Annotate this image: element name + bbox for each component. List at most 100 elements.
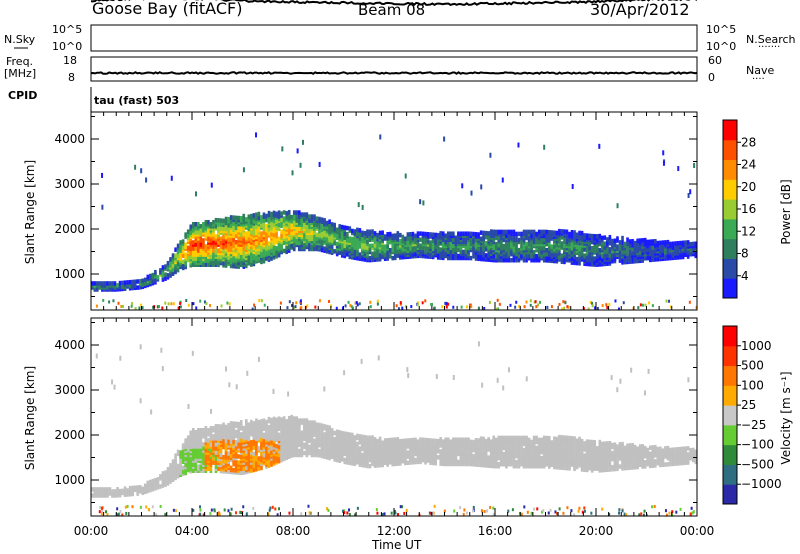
data-cell: [469, 439, 473, 445]
data-cell: [186, 245, 190, 251]
data-cell: [199, 299, 202, 303]
data-cell: [212, 434, 215, 439]
data-cell: [378, 442, 382, 448]
data-cell: [601, 235, 604, 241]
data-cell: [335, 235, 339, 241]
data-cell: [603, 235, 607, 240]
data-cell: [366, 229, 369, 234]
data-cell: [275, 211, 278, 217]
data-cell: [292, 214, 296, 219]
data-cell: [265, 431, 268, 437]
data-cell: [96, 281, 99, 286]
data-cell: [694, 251, 698, 257]
colorbar-tick-label: 12: [741, 224, 756, 238]
data-cell: [270, 211, 273, 217]
data-cell: [181, 443, 185, 448]
data-cell: [325, 424, 329, 430]
data-cell: [462, 457, 465, 463]
data-cell: [186, 257, 190, 263]
data-cell: [209, 222, 213, 227]
data-cell: [631, 238, 634, 244]
data-cell: [242, 466, 246, 471]
data-cell: [294, 305, 297, 309]
data-cell: [106, 285, 109, 290]
data-cell: [313, 438, 316, 444]
data-cell: [277, 456, 281, 462]
data-cell: [239, 454, 243, 459]
data-cell: [348, 452, 352, 458]
data-cell: [166, 273, 170, 278]
power-heatmap: [90, 132, 698, 311]
data-cell: [351, 436, 354, 442]
data-cell: [596, 306, 599, 310]
data-cell: [560, 257, 564, 262]
data-cell: [573, 230, 576, 235]
data-cell: [550, 244, 554, 249]
data-cell: [436, 238, 440, 244]
data-cell: [96, 487, 99, 492]
data-cell: [510, 258, 513, 263]
data-cell: [209, 425, 213, 431]
data-cell: [287, 454, 291, 459]
data-cell: [146, 480, 150, 486]
data-cell: [272, 416, 276, 422]
data-cell: [285, 419, 288, 424]
data-cell: [616, 236, 619, 241]
data-cell: [641, 303, 644, 307]
data-cell: [535, 305, 538, 309]
data-cell: [330, 304, 333, 308]
data-cell: [575, 244, 579, 250]
data-cell: [363, 434, 367, 440]
freq-label-1: Freq.: [6, 55, 33, 68]
data-cell: [227, 439, 230, 444]
data-cell: [202, 432, 205, 437]
data-cell: [265, 252, 268, 257]
data-cell: [174, 453, 177, 458]
data-cell: [154, 477, 157, 483]
data-cell: [229, 421, 233, 426]
data-cell: [310, 218, 314, 223]
data-cell: [641, 238, 645, 243]
data-cell: [335, 447, 339, 453]
data-cell: [298, 418, 301, 423]
data-cell: [469, 443, 473, 449]
data-cell: [250, 419, 253, 425]
data-cell: [621, 239, 624, 245]
data-cell: [361, 452, 364, 458]
data-cell: [93, 487, 97, 492]
nave-tick-bottom: 0: [708, 71, 715, 84]
data-cell: [270, 417, 273, 423]
data-cell: [406, 438, 410, 443]
data-cell: [265, 213, 268, 219]
data-cell: [483, 306, 486, 310]
data-cell: [431, 438, 435, 443]
data-cell: [474, 454, 478, 459]
data-cell: [217, 218, 220, 223]
data-cell: [479, 246, 483, 252]
data-cell: [222, 261, 225, 266]
data-cell: [618, 250, 622, 255]
data-cell: [664, 240, 667, 245]
data-cell: [580, 230, 584, 236]
data-cell: [237, 254, 241, 259]
data-cell: [239, 448, 243, 453]
data-cell: [590, 245, 594, 251]
data-cell: [164, 476, 167, 481]
data-cell: [601, 241, 604, 247]
data-cell: [434, 442, 437, 448]
data-cell: [449, 447, 453, 453]
data-cell: [353, 435, 357, 440]
data-cell: [651, 245, 655, 250]
data-cell: [444, 445, 448, 451]
data-cell: [446, 241, 450, 247]
data-cell: [340, 230, 344, 236]
data-cell: [303, 232, 306, 238]
data-cell: [601, 257, 604, 263]
data-cell: [177, 306, 180, 310]
data-cell: [662, 150, 665, 156]
data-cell: [445, 305, 448, 309]
data-cell: [568, 231, 571, 237]
data-cell: [118, 488, 122, 494]
data-cell: [434, 232, 437, 238]
